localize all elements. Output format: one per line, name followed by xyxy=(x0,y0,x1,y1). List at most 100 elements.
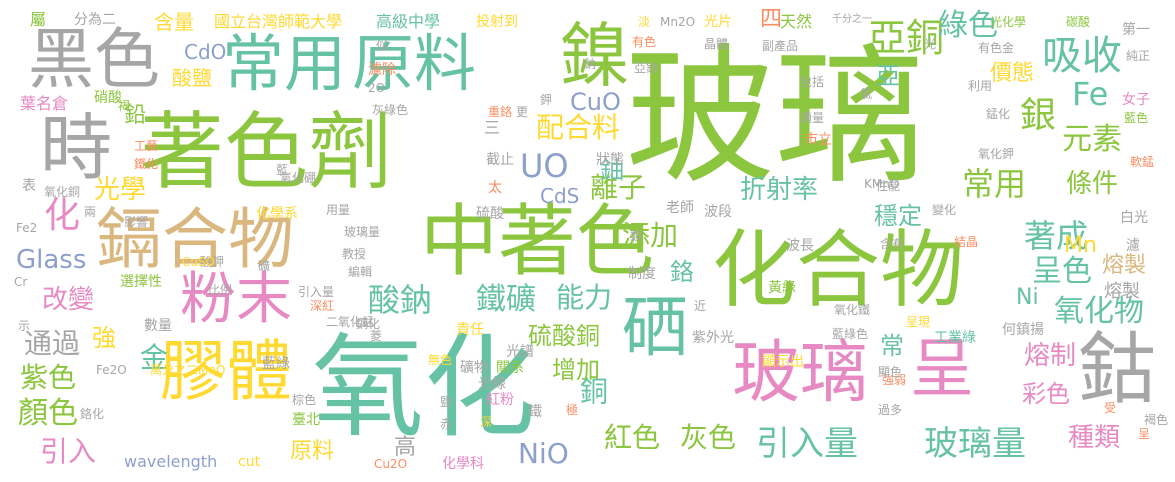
word: Ni xyxy=(1016,285,1039,310)
word: 熔製 xyxy=(1104,281,1140,302)
word: 高級中學 xyxy=(376,12,441,31)
word: CdO xyxy=(184,40,227,64)
word: 酸鹽 xyxy=(172,66,212,90)
word: 包括 xyxy=(800,75,825,89)
word: CuO xyxy=(570,88,621,116)
word: 適量 xyxy=(800,111,825,125)
word: 紫外光 xyxy=(692,330,734,346)
word: 綠色 xyxy=(938,8,998,43)
word: 引入量 xyxy=(298,285,335,299)
word: 太 xyxy=(488,180,502,196)
word: 灰綠色 xyxy=(372,103,409,117)
word: Mn xyxy=(1064,233,1097,258)
word: 亞 xyxy=(876,62,900,90)
word: 棕色 xyxy=(292,393,317,407)
word: 氧化銅 xyxy=(44,185,81,199)
word: 碳酸 xyxy=(1066,15,1091,29)
word: 第一 xyxy=(1122,22,1150,38)
word: Cu2O xyxy=(374,457,408,471)
word: 性能 xyxy=(876,179,901,193)
word: 三 xyxy=(484,118,501,137)
word: 鐵礦 xyxy=(476,282,536,317)
word: 硫酸銅 xyxy=(528,322,600,350)
word: 玻璃量 xyxy=(344,225,381,239)
word: 濾除 xyxy=(368,62,396,78)
word: 鈉 xyxy=(584,57,597,71)
word: 何鎮揚 xyxy=(1002,322,1044,338)
word: 酸鈉 xyxy=(368,281,433,319)
word: 金 xyxy=(140,341,169,374)
word: 熔製 xyxy=(1102,253,1147,278)
word: 呈現 xyxy=(906,315,931,329)
word: 屬 xyxy=(30,10,47,29)
word: 化合物 xyxy=(712,221,965,319)
word: 藍綠 xyxy=(262,356,290,372)
word: 鎳 xyxy=(560,15,630,97)
word: 分為二 xyxy=(74,12,116,28)
word: 顯色 xyxy=(878,365,903,379)
word: 顯示出 xyxy=(762,354,804,370)
word: 亞鈷 xyxy=(634,61,659,75)
word: Cr xyxy=(14,275,28,289)
word: Mn2O xyxy=(660,15,696,29)
word: 常用 xyxy=(962,165,1027,203)
word: 強 xyxy=(92,324,116,352)
word: 彩色 xyxy=(1022,380,1070,408)
word: 藍綠色 xyxy=(832,327,869,341)
word: 受 xyxy=(1104,401,1117,415)
word: 選擇性 xyxy=(120,274,162,290)
word: 膠體 xyxy=(160,333,292,410)
word: 鋼化 xyxy=(356,317,381,331)
word: NiO xyxy=(518,437,569,470)
word: 銀 xyxy=(1020,95,1057,136)
word: 氧化物 xyxy=(1054,294,1144,329)
word: 有色 xyxy=(632,35,657,49)
word: 光片 xyxy=(704,14,732,30)
word: 灰色 xyxy=(680,421,737,454)
word: 更 xyxy=(516,105,529,119)
word: 礦物 xyxy=(460,360,488,376)
word: 氯 xyxy=(860,87,873,101)
word: 含有 xyxy=(880,237,905,251)
word: 褐 xyxy=(118,99,131,113)
word: 臺北 xyxy=(292,412,320,428)
word: 離子 xyxy=(590,171,647,204)
word: 氧化鉀 xyxy=(978,147,1015,161)
word: 國立台灣師範大學 xyxy=(214,12,343,31)
word: 錳化 xyxy=(986,107,1011,121)
word: 藍 xyxy=(276,163,289,177)
word: 編輯 xyxy=(348,265,373,279)
word: 氧化鐵 xyxy=(834,303,871,317)
word: 近 xyxy=(694,299,707,313)
word: 引入 xyxy=(40,435,97,468)
word: 呈 xyxy=(910,333,974,407)
word: 變化 xyxy=(932,203,957,217)
word: 鉻化 xyxy=(80,407,105,421)
word: CuSO xyxy=(182,255,216,269)
word: 鐵 xyxy=(528,404,542,420)
word: 化學科 xyxy=(442,456,484,472)
word: 改變 xyxy=(42,285,95,315)
word: 能力 xyxy=(556,281,613,314)
word: 常用 xyxy=(222,27,347,100)
word: 表 xyxy=(22,178,36,194)
word: 二氧化錳 xyxy=(326,315,375,329)
word: 藍色 xyxy=(1124,111,1149,125)
word: 玻璃量 xyxy=(924,424,1026,464)
word: 責任 xyxy=(456,322,484,338)
word: 白光 xyxy=(1120,210,1148,226)
word: 高 xyxy=(394,435,417,460)
word: 硝酸 xyxy=(94,90,122,106)
word: 示 xyxy=(18,319,31,333)
word: 酸鉀 xyxy=(200,255,225,269)
word: 無色 xyxy=(428,353,453,367)
word: 添加 xyxy=(622,219,679,252)
word: 增加 xyxy=(552,356,600,384)
word: 投射到 xyxy=(476,14,518,30)
word: 深紅 xyxy=(310,299,335,313)
word: 鐵化 xyxy=(134,157,159,171)
word: 呈色 xyxy=(1032,254,1092,289)
word: 類 xyxy=(630,229,643,243)
word: 菱 xyxy=(370,329,383,343)
word: 化 xyxy=(44,195,81,236)
